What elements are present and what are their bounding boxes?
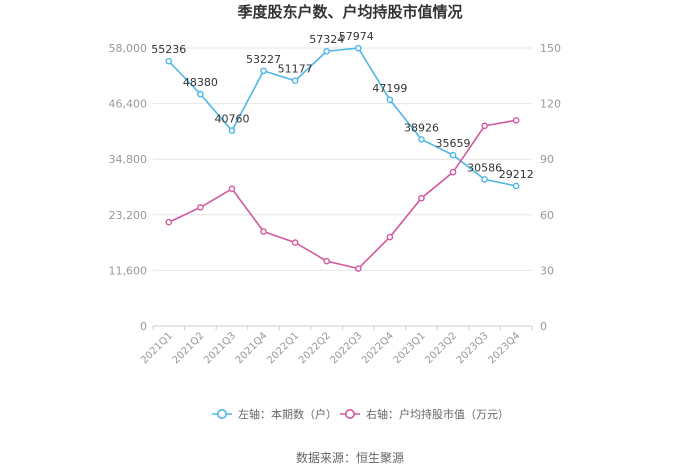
data-label: 57974 (339, 30, 374, 43)
series-1-point (354, 44, 362, 52)
legend-item-2[interactable]: 右轴：户均持股市值（万元） (340, 407, 509, 421)
series-2-point (228, 185, 236, 193)
right-tick-label: 150 (540, 42, 561, 55)
x-tick-label: 2021Q4 (234, 330, 270, 366)
x-axis: 2021Q12021Q22021Q32021Q42022Q12022Q22022… (139, 326, 533, 366)
data-label: 48380 (183, 76, 218, 89)
series-2-point (449, 168, 457, 176)
series-2-point (291, 239, 299, 246)
series-2-point (323, 257, 331, 265)
legend-item-1[interactable]: 左轴：本期数（户） (212, 407, 337, 421)
series-1-point (512, 182, 520, 190)
x-tick-label: 2022Q3 (329, 330, 365, 366)
right-tick-label: 60 (540, 209, 554, 222)
x-tick-label: 2023Q1 (392, 330, 428, 366)
x-tick-label: 2022Q1 (265, 330, 301, 366)
series-2-point (418, 194, 425, 202)
series-2-point (197, 204, 204, 211)
x-tick-label: 2021Q1 (139, 330, 175, 366)
series-layer (165, 44, 520, 272)
x-tick-label: 2023Q2 (423, 330, 459, 366)
data-label: 55236 (151, 43, 186, 56)
series-1-point (291, 77, 299, 85)
right-tick-label: 30 (540, 264, 554, 277)
series-line-2 (168, 119, 517, 270)
series-1-point (481, 176, 488, 183)
data-label: 30586 (467, 161, 502, 174)
x-tick-label: 2021Q3 (202, 330, 238, 366)
x-tick-label: 2022Q2 (297, 330, 333, 366)
right-tick-label: 0 (540, 320, 547, 333)
right-tick-label: 120 (540, 98, 561, 111)
data-label: 40760 (214, 113, 249, 126)
legend-marker-icon (217, 408, 228, 419)
left-tick-label: 58,000 (109, 42, 148, 55)
data-label: 57324 (309, 33, 344, 46)
left-tick-label: 34,800 (109, 153, 148, 166)
data-label: 38926 (404, 121, 439, 134)
x-tick-label: 2023Q4 (486, 330, 522, 366)
grid-lines (153, 47, 532, 327)
legend-label: 左轴：本期数（户） (238, 407, 337, 421)
series-2-point (512, 116, 520, 124)
data-label: 35659 (436, 137, 471, 150)
series-line-1 (168, 47, 517, 187)
source-note: 数据来源：恒生聚源 (296, 450, 404, 465)
series-1-point (386, 96, 394, 104)
series-2-point (386, 233, 394, 241)
left-tick-label: 0 (140, 320, 147, 333)
chart-title: 季度股东户数、户均持股市值情况 (237, 3, 462, 21)
right-axis: 0 30 60 90 120 150 (540, 42, 561, 333)
legend-label: 右轴：户均持股市值（万元） (366, 407, 509, 421)
right-tick-label: 90 (540, 153, 554, 166)
series-1-point (228, 127, 236, 134)
series-1-point (165, 57, 173, 65)
series-1-point (197, 90, 204, 98)
series-2-point (354, 265, 362, 272)
left-axis: 0 11,600 23,200 34,800 46,400 58,000 (109, 42, 148, 333)
data-label: 51177 (278, 63, 313, 76)
x-tick-label: 2022Q4 (360, 330, 396, 366)
data-label: 47199 (372, 82, 407, 95)
legend-marker-icon (344, 408, 355, 419)
series-1-point (418, 136, 425, 143)
left-tick-label: 11,600 (109, 264, 148, 277)
series-2-point (260, 228, 267, 235)
legend[interactable]: 左轴：本期数（户） 右轴：户均持股市值（万元） (212, 407, 509, 421)
data-label: 29212 (499, 168, 534, 181)
x-tick-label: 2023Q3 (455, 330, 491, 366)
series-1-point (449, 151, 457, 159)
series-2-point (165, 218, 173, 226)
x-tick-label: 2021Q2 (171, 330, 207, 366)
series-1-point (323, 47, 331, 55)
left-tick-label: 23,200 (109, 209, 148, 222)
series-2-point (481, 122, 488, 130)
series-1-point (260, 67, 267, 75)
left-tick-label: 46,400 (109, 98, 148, 111)
data-label: 53227 (246, 53, 281, 66)
